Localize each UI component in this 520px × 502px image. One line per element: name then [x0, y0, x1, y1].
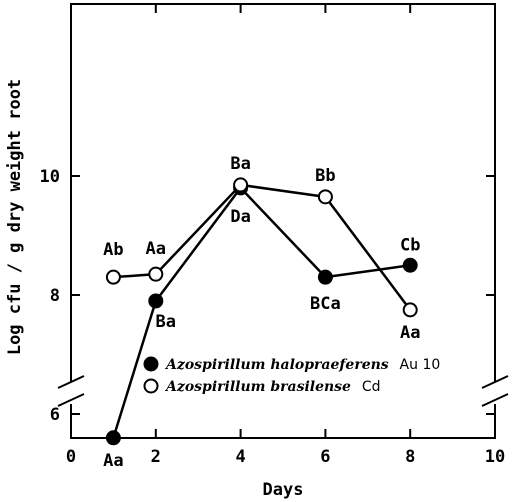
y-tick-label-1: 8 — [50, 286, 60, 306]
point-label-halopraeferens-4: Cb — [400, 235, 420, 255]
data-point-halopraeferens-0 — [105, 430, 121, 446]
point-label-brasilense-2: Ba — [230, 154, 250, 174]
series-layer — [105, 177, 418, 446]
data-point-brasilense-1 — [148, 266, 164, 282]
data-point-brasilense-2 — [233, 177, 249, 193]
point-label-brasilense-3: Bb — [315, 166, 335, 186]
legend-label-brasilense: Azospirillum brasilense — [164, 379, 351, 395]
x-tick-label-5: 10 — [485, 447, 505, 467]
data-point-halopraeferens-3 — [317, 269, 333, 285]
point-label-halopraeferens-3: BCa — [310, 294, 341, 314]
y-tick-label-2: 10 — [40, 167, 60, 187]
legend: Azospirillum halopraeferens Au 10 Azospi… — [143, 356, 440, 395]
data-point-halopraeferens-4 — [402, 257, 418, 273]
point-labels: Aa Ba Da BCa Cb Ab Aa Ba Bb Aa — [103, 154, 420, 471]
point-label-halopraeferens-1: Ba — [156, 312, 176, 332]
x-tick-label-4: 8 — [405, 447, 415, 467]
y-axis-ticks: 6 8 10 — [40, 167, 495, 425]
legend-marker-filled — [143, 356, 159, 372]
data-point-brasilense-4 — [402, 302, 418, 318]
x-axis-ticks: 0 2 4 6 8 10 — [66, 4, 505, 467]
x-tick-label-2: 4 — [235, 447, 245, 467]
svg-text:Azospirillum halopraeferens: Azospirillum halopraeferens Au 10 — [164, 357, 440, 373]
data-point-brasilense-0 — [105, 269, 121, 285]
plot-frame — [70, 3, 496, 439]
point-label-brasilense-1: Aa — [146, 239, 166, 259]
data-point-halopraeferens-1 — [148, 293, 164, 309]
y-tick-label-0: 6 — [50, 405, 60, 425]
legend-strain-brasilense: Cd — [362, 379, 381, 395]
point-label-brasilense-0: Ab — [103, 240, 123, 260]
legend-strain-halopraeferens: Au 10 — [400, 357, 441, 373]
y-axis-break — [57, 375, 509, 407]
x-axis-title: Days — [263, 480, 304, 500]
data-point-brasilense-3 — [317, 189, 333, 205]
legend-label-halopraeferens: Azospirillum halopraeferens — [164, 357, 389, 373]
legend-marker-open — [143, 378, 159, 394]
legend-item-brasilense: Azospirillum brasilense Cd — [143, 378, 381, 395]
point-label-halopraeferens-2: Da — [230, 207, 250, 227]
x-tick-label-3: 6 — [320, 447, 330, 467]
point-label-halopraeferens-0: Aa — [103, 451, 123, 471]
legend-item-halopraeferens: Azospirillum halopraeferens Au 10 — [143, 356, 440, 373]
x-tick-label-0: 0 — [66, 447, 76, 467]
point-label-brasilense-4: Aa — [400, 323, 420, 343]
svg-text:Azospirillum brasilense: Azospirillum brasilense Cd — [164, 379, 381, 395]
y-axis-title: Log cfu / g dry weight root — [5, 79, 25, 355]
x-tick-label-1: 2 — [151, 447, 161, 467]
